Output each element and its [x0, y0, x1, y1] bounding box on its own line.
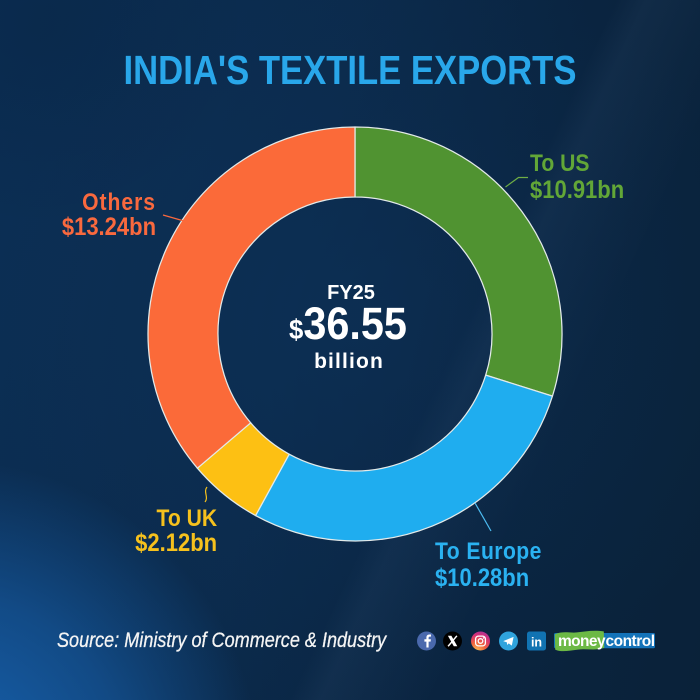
- svg-text:control: control: [606, 633, 655, 650]
- svg-text:in: in: [531, 635, 542, 649]
- svg-text:money: money: [558, 633, 606, 650]
